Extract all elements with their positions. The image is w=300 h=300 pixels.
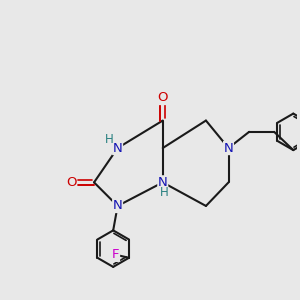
Text: N: N [113,200,122,212]
Text: N: N [113,142,122,154]
Text: O: O [158,92,168,104]
Text: O: O [66,176,77,189]
Text: F: F [112,248,119,261]
Text: H: H [105,133,114,146]
Text: H: H [160,186,169,199]
Text: N: N [224,142,233,154]
Text: N: N [158,176,168,189]
